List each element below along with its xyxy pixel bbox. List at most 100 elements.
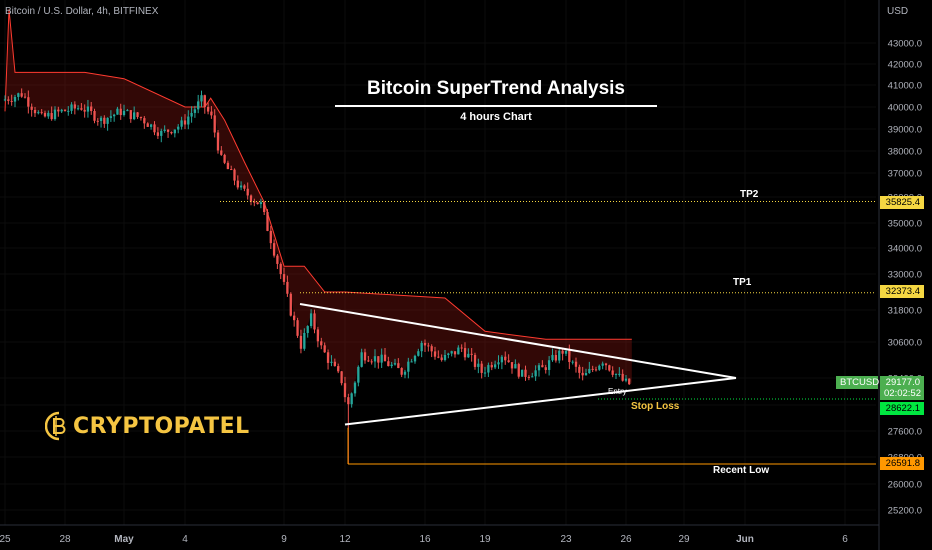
candle-body bbox=[309, 313, 313, 327]
y-tick-label: 35000.0 bbox=[888, 219, 922, 230]
candle-body bbox=[390, 364, 393, 367]
candle-body bbox=[266, 212, 269, 231]
candle-body bbox=[363, 352, 367, 361]
candle-body bbox=[183, 120, 187, 125]
candle-body bbox=[230, 169, 233, 171]
x-tick-label: 23 bbox=[560, 534, 572, 545]
candle-body bbox=[347, 397, 350, 405]
candle-body bbox=[447, 353, 450, 355]
candle-body bbox=[282, 274, 286, 282]
candle-body bbox=[473, 354, 477, 367]
candle-body bbox=[430, 346, 433, 352]
candle-body bbox=[504, 356, 507, 361]
candle-body bbox=[197, 101, 200, 110]
candle-body bbox=[470, 353, 473, 355]
candle-body bbox=[226, 162, 230, 170]
candle-body bbox=[70, 104, 73, 111]
candle-body bbox=[286, 281, 289, 294]
candle-body bbox=[360, 352, 363, 367]
candle-body bbox=[60, 109, 63, 112]
candle-body bbox=[373, 356, 377, 362]
candle-body bbox=[233, 169, 236, 181]
tp2-label: TP2 bbox=[740, 189, 759, 200]
triangle-lower-line bbox=[344, 377, 737, 426]
candle-body bbox=[604, 363, 608, 366]
candle-body bbox=[153, 124, 156, 133]
candle-body bbox=[357, 366, 360, 383]
candle-body bbox=[43, 112, 47, 117]
y-tick-label: 26000.0 bbox=[888, 480, 922, 491]
candle-body bbox=[558, 350, 561, 361]
candle-body bbox=[106, 117, 109, 124]
candle-body bbox=[109, 116, 113, 118]
y-tick-label: 38000.0 bbox=[888, 147, 922, 158]
candle-body bbox=[450, 351, 453, 354]
x-tick-label: 6 bbox=[842, 534, 848, 545]
x-tick-label: 16 bbox=[419, 534, 431, 545]
recent-low-label: Recent Low bbox=[713, 465, 770, 476]
candle-body bbox=[160, 130, 163, 136]
candle-body bbox=[440, 357, 443, 361]
candle-body bbox=[213, 115, 216, 133]
brand-logo: CRYPTOPATEL bbox=[45, 410, 250, 442]
bar-countdown: 02:02:52 bbox=[884, 388, 921, 399]
candle-body bbox=[156, 132, 160, 136]
candle-body bbox=[276, 255, 279, 264]
x-tick-label: May bbox=[114, 534, 134, 545]
candle-body bbox=[423, 342, 427, 346]
candle-body bbox=[306, 326, 309, 333]
candle-body bbox=[210, 111, 213, 116]
candle-body bbox=[383, 354, 387, 362]
x-tick-label: 28 bbox=[59, 534, 71, 545]
candle-body bbox=[326, 352, 330, 363]
candle-body bbox=[133, 112, 136, 120]
candle-body bbox=[581, 372, 584, 376]
candle-body bbox=[203, 95, 206, 107]
candle-body bbox=[236, 180, 239, 188]
candle-body bbox=[433, 351, 437, 357]
candle-body bbox=[350, 393, 353, 405]
candle-body bbox=[457, 347, 460, 355]
candle-body bbox=[621, 373, 624, 381]
x-tick-label: 9 bbox=[281, 534, 287, 545]
symbol-tag: BTCUSD bbox=[836, 376, 879, 389]
candle-body bbox=[608, 365, 611, 371]
tp1-price-tag: 32373.4 bbox=[880, 285, 924, 298]
candle-body bbox=[524, 369, 527, 377]
candle-body bbox=[443, 354, 447, 361]
candle-body bbox=[427, 345, 430, 347]
candle-body bbox=[561, 350, 564, 354]
stop-loss-label: Stop Loss bbox=[631, 401, 680, 412]
entry-label: Entry bbox=[608, 387, 627, 396]
candle-body bbox=[57, 109, 60, 112]
title-underline bbox=[335, 105, 657, 107]
candle-body bbox=[624, 378, 628, 381]
candle-body bbox=[397, 363, 400, 369]
candle-body bbox=[343, 383, 347, 398]
candle-body bbox=[407, 361, 410, 372]
candle-body bbox=[497, 362, 500, 365]
y-tick-label: 41000.0 bbox=[888, 81, 922, 92]
candlesticks bbox=[3, 88, 631, 464]
candle-body bbox=[116, 108, 119, 115]
candle-body bbox=[316, 329, 320, 342]
candle-body bbox=[370, 361, 373, 363]
candle-body bbox=[177, 126, 180, 130]
candle-body bbox=[256, 202, 259, 205]
last-price-tag: 29177.0 02:02:52 bbox=[880, 376, 924, 400]
candle-body bbox=[413, 355, 417, 362]
candle-body bbox=[330, 361, 333, 363]
candle-body bbox=[403, 371, 407, 375]
candle-body bbox=[47, 112, 50, 117]
candle-body bbox=[467, 353, 470, 358]
candle-body bbox=[400, 368, 403, 375]
candle-body bbox=[166, 129, 170, 132]
candle-body bbox=[437, 356, 440, 358]
gridlines bbox=[0, 0, 876, 525]
candle-body bbox=[480, 363, 483, 373]
candle-body bbox=[249, 195, 253, 202]
candle-body bbox=[460, 347, 463, 349]
y-tick-label: 25200.0 bbox=[888, 506, 922, 517]
candle-body bbox=[187, 116, 190, 125]
brand-name: CRYPTOPATEL bbox=[73, 413, 250, 439]
